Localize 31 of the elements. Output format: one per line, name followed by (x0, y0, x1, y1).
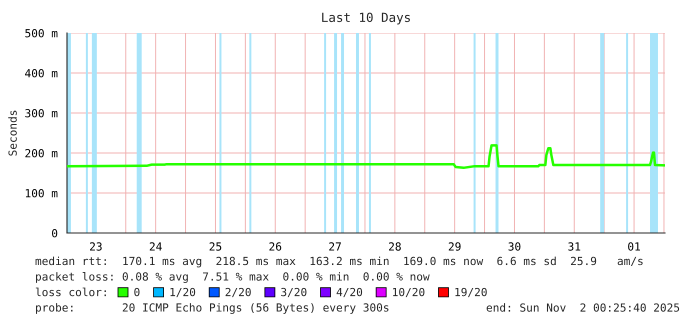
x-tick-label: 27 (329, 242, 341, 251)
x-tick-label: 24 (150, 242, 162, 251)
legend-label: 19/20 (455, 288, 487, 298)
legend-label: 1/20 (170, 288, 196, 298)
chart-title: Last 10 Days (322, 12, 410, 24)
x-tick-label: 31 (568, 242, 580, 251)
text: probe: 20 ICMP Echo Pings (56 Bytes) every 300s (36, 303, 388, 314)
legend-label: 0 (134, 288, 140, 296)
y-tick-label: 100 m (26, 189, 58, 198)
legend-title: loss color: (36, 288, 106, 296)
line-series (67, 144, 665, 170)
x-tick-label: 30 (508, 242, 520, 251)
x-tick-label: 23 (90, 242, 102, 251)
x-tick-label: 29 (448, 242, 461, 251)
legend-label: 4/20 (336, 288, 362, 298)
text: end: Sun Nov 2 00:25:40 2025 (486, 303, 680, 312)
x-tick-label: 26 (269, 242, 282, 251)
x-tick-label: 28 (388, 242, 401, 251)
y-tick-label: 300 m (25, 109, 58, 118)
y-tick-label: 200 m (25, 149, 58, 158)
y-tick-label: 400 m (25, 69, 58, 78)
y-tick-label: 0 (52, 229, 58, 238)
legend-label: 2/20 (226, 288, 251, 298)
y-tick-label: 500 m (25, 29, 58, 38)
text: median rtt: 170.1 ms avg 218.5 ms max 163.2 ms min 169.0 ms now 6.6 ms sd 25.9 am/s (36, 256, 643, 268)
x-tick-label: 01 (628, 242, 640, 251)
text: packet loss: 0.08 % avg 7.51 % max 0.00 % min 0.00 % now (36, 272, 430, 283)
legend-label: 3/20 (281, 288, 306, 298)
legend-label: 10/20 (393, 288, 424, 298)
y-axis-title: Seconds (8, 110, 17, 156)
x-tick-label: 25 (210, 242, 222, 251)
